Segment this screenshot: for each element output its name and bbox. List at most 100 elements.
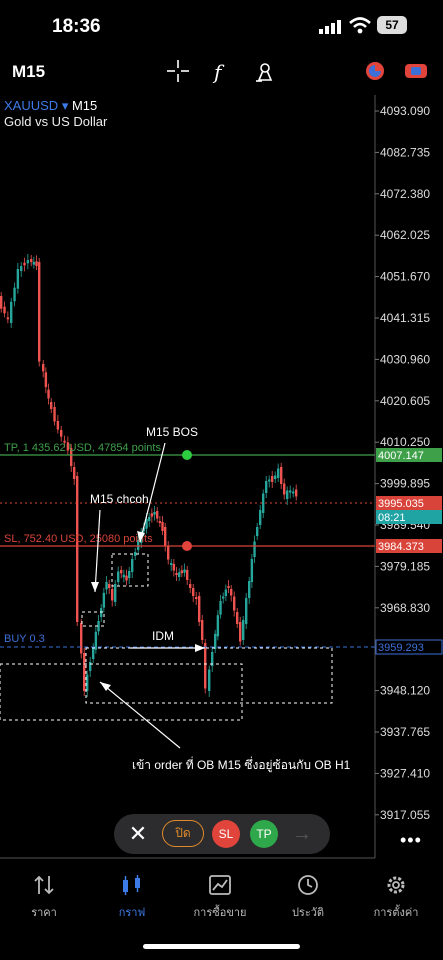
price-axis-ticks: 4093.090 4082.735 4072.380 4062.025 4051.670… (375, 104, 430, 822)
candle-body (89, 662, 92, 671)
tab-chart[interactable]: กราฟ (92, 874, 172, 921)
candle-body (274, 475, 277, 479)
candle-body (122, 574, 126, 578)
candle-body (150, 513, 154, 517)
candle-body (158, 521, 162, 523)
choch-annotation: M15 chcoh (90, 492, 149, 506)
ob-h1-box (0, 663, 243, 721)
arrow-right-icon[interactable]: → (292, 823, 312, 845)
candle-body (156, 511, 159, 519)
candle-body (289, 490, 292, 493)
bos-arrowhead (137, 531, 145, 542)
price-tick-label: 4062.025 (380, 228, 430, 242)
candle-body (201, 620, 204, 640)
objects-icon[interactable] (254, 60, 276, 84)
tab-chart-label: กราฟ (118, 907, 146, 919)
candle-body (114, 584, 117, 602)
candle-body (271, 476, 274, 482)
candle-body (248, 581, 251, 598)
tab-settings[interactable]: การตั้งค่า (356, 874, 436, 921)
time-axis-ticks: 9 Oct 10:30 9 Oct 18:30 10 Oct 03:30 10 Oct… (2, 858, 370, 860)
candle-body (26, 260, 30, 264)
tp-label: TP, 1 435.62 USD, 47854 points (4, 442, 161, 454)
candle-body (120, 570, 123, 574)
candle-body (178, 572, 181, 577)
buy-price-badge (375, 639, 443, 655)
price-tick-label: 4020.605 (380, 394, 430, 408)
candle-body (131, 559, 134, 572)
quotes-icon (34, 875, 54, 895)
tab-trade[interactable]: การซื้อขาย (180, 874, 260, 921)
more-icon[interactable]: ••• (400, 830, 422, 850)
time-tick-label: 10 Oct 03:30 (200, 858, 269, 860)
candle-body (53, 407, 56, 422)
sl-button[interactable]: SL (212, 820, 240, 848)
chart-icon (123, 875, 140, 895)
candle-body (204, 643, 207, 689)
time-tick-label: 10 Oct 11:30 (302, 858, 370, 860)
candle-body (216, 615, 220, 637)
tp-price: 4007.147 (378, 450, 424, 462)
tab-settings-label: การตั้งค่า (373, 907, 419, 919)
candle-body (145, 519, 148, 529)
candle-body (245, 598, 248, 624)
current-price: 3995.035 (378, 498, 424, 510)
candle-body (172, 564, 176, 571)
status-time: 18:36 (52, 16, 101, 37)
timeframe-selector[interactable]: M15 (12, 62, 46, 81)
idm-arrowhead (195, 644, 205, 652)
price-tick-label: 3999.895 (380, 477, 430, 491)
candle-body (295, 489, 298, 497)
trade-chart-icon (209, 875, 231, 895)
price-tick-label: 4051.670 (380, 270, 430, 284)
candle-body (35, 261, 38, 266)
tab-history[interactable]: ประวัติ (268, 874, 348, 921)
time-tick-label: 9 Oct 18:30 (102, 858, 164, 860)
tab-quotes[interactable]: ราคา (4, 874, 84, 921)
candle-body (262, 493, 265, 513)
tab-trade-label: การซื้อขาย (193, 907, 247, 919)
candle-body (56, 421, 60, 430)
candle-body (23, 262, 26, 266)
entry-note: เข้า order ที่ OB M15 ซึ่งอยู่ซ้อนกับ OB… (132, 756, 351, 773)
candle-body (180, 570, 184, 574)
function-icon[interactable]: f (211, 60, 231, 84)
tp-handle[interactable] (182, 450, 192, 460)
symbol-code: XAUUSD (4, 98, 59, 113)
candle-body (227, 586, 230, 588)
bos-annotation: M15 BOS (146, 425, 198, 439)
order-floating-bar: ✕ ปิด SL TP → (114, 814, 330, 854)
price-chart[interactable]: 4093.090 4082.735 4072.380 4062.025 4051.670… (0, 95, 443, 860)
tp-button[interactable]: TP (250, 820, 278, 848)
candle-body (214, 633, 217, 649)
buy-price: 3959.293 (378, 642, 424, 654)
candle-body (70, 448, 73, 466)
candle-body (83, 653, 86, 691)
candle-body (265, 481, 268, 493)
candle-body (256, 527, 259, 536)
candle-body (50, 402, 53, 409)
candle-body (189, 584, 192, 588)
indicator-icon[interactable] (364, 60, 386, 82)
candle-body (253, 541, 256, 557)
ob-m15-box (85, 647, 333, 704)
candle-body (105, 582, 108, 590)
symbol-label[interactable]: XAUUSD ▾ M15 (4, 98, 97, 114)
price-tick-label: 3937.765 (380, 725, 430, 739)
candle-body (161, 522, 164, 531)
close-position-button[interactable]: ปิด (162, 820, 204, 847)
candle-body (268, 479, 271, 482)
candle-body (283, 483, 286, 495)
bos-arrow (139, 442, 166, 543)
chart-toolbar: M15 f (0, 52, 443, 92)
candle-body (128, 571, 131, 578)
candle-body (13, 287, 16, 302)
symbol-caret: ▾ (61, 98, 69, 113)
price-tick-label: 4030.960 (380, 352, 430, 366)
candle-body (219, 601, 222, 615)
sl-handle[interactable] (182, 541, 192, 551)
close-icon[interactable]: ✕ (128, 821, 148, 846)
trade-icon[interactable] (404, 60, 428, 82)
crosshair-icon[interactable] (167, 60, 189, 82)
candle-body (164, 527, 167, 547)
